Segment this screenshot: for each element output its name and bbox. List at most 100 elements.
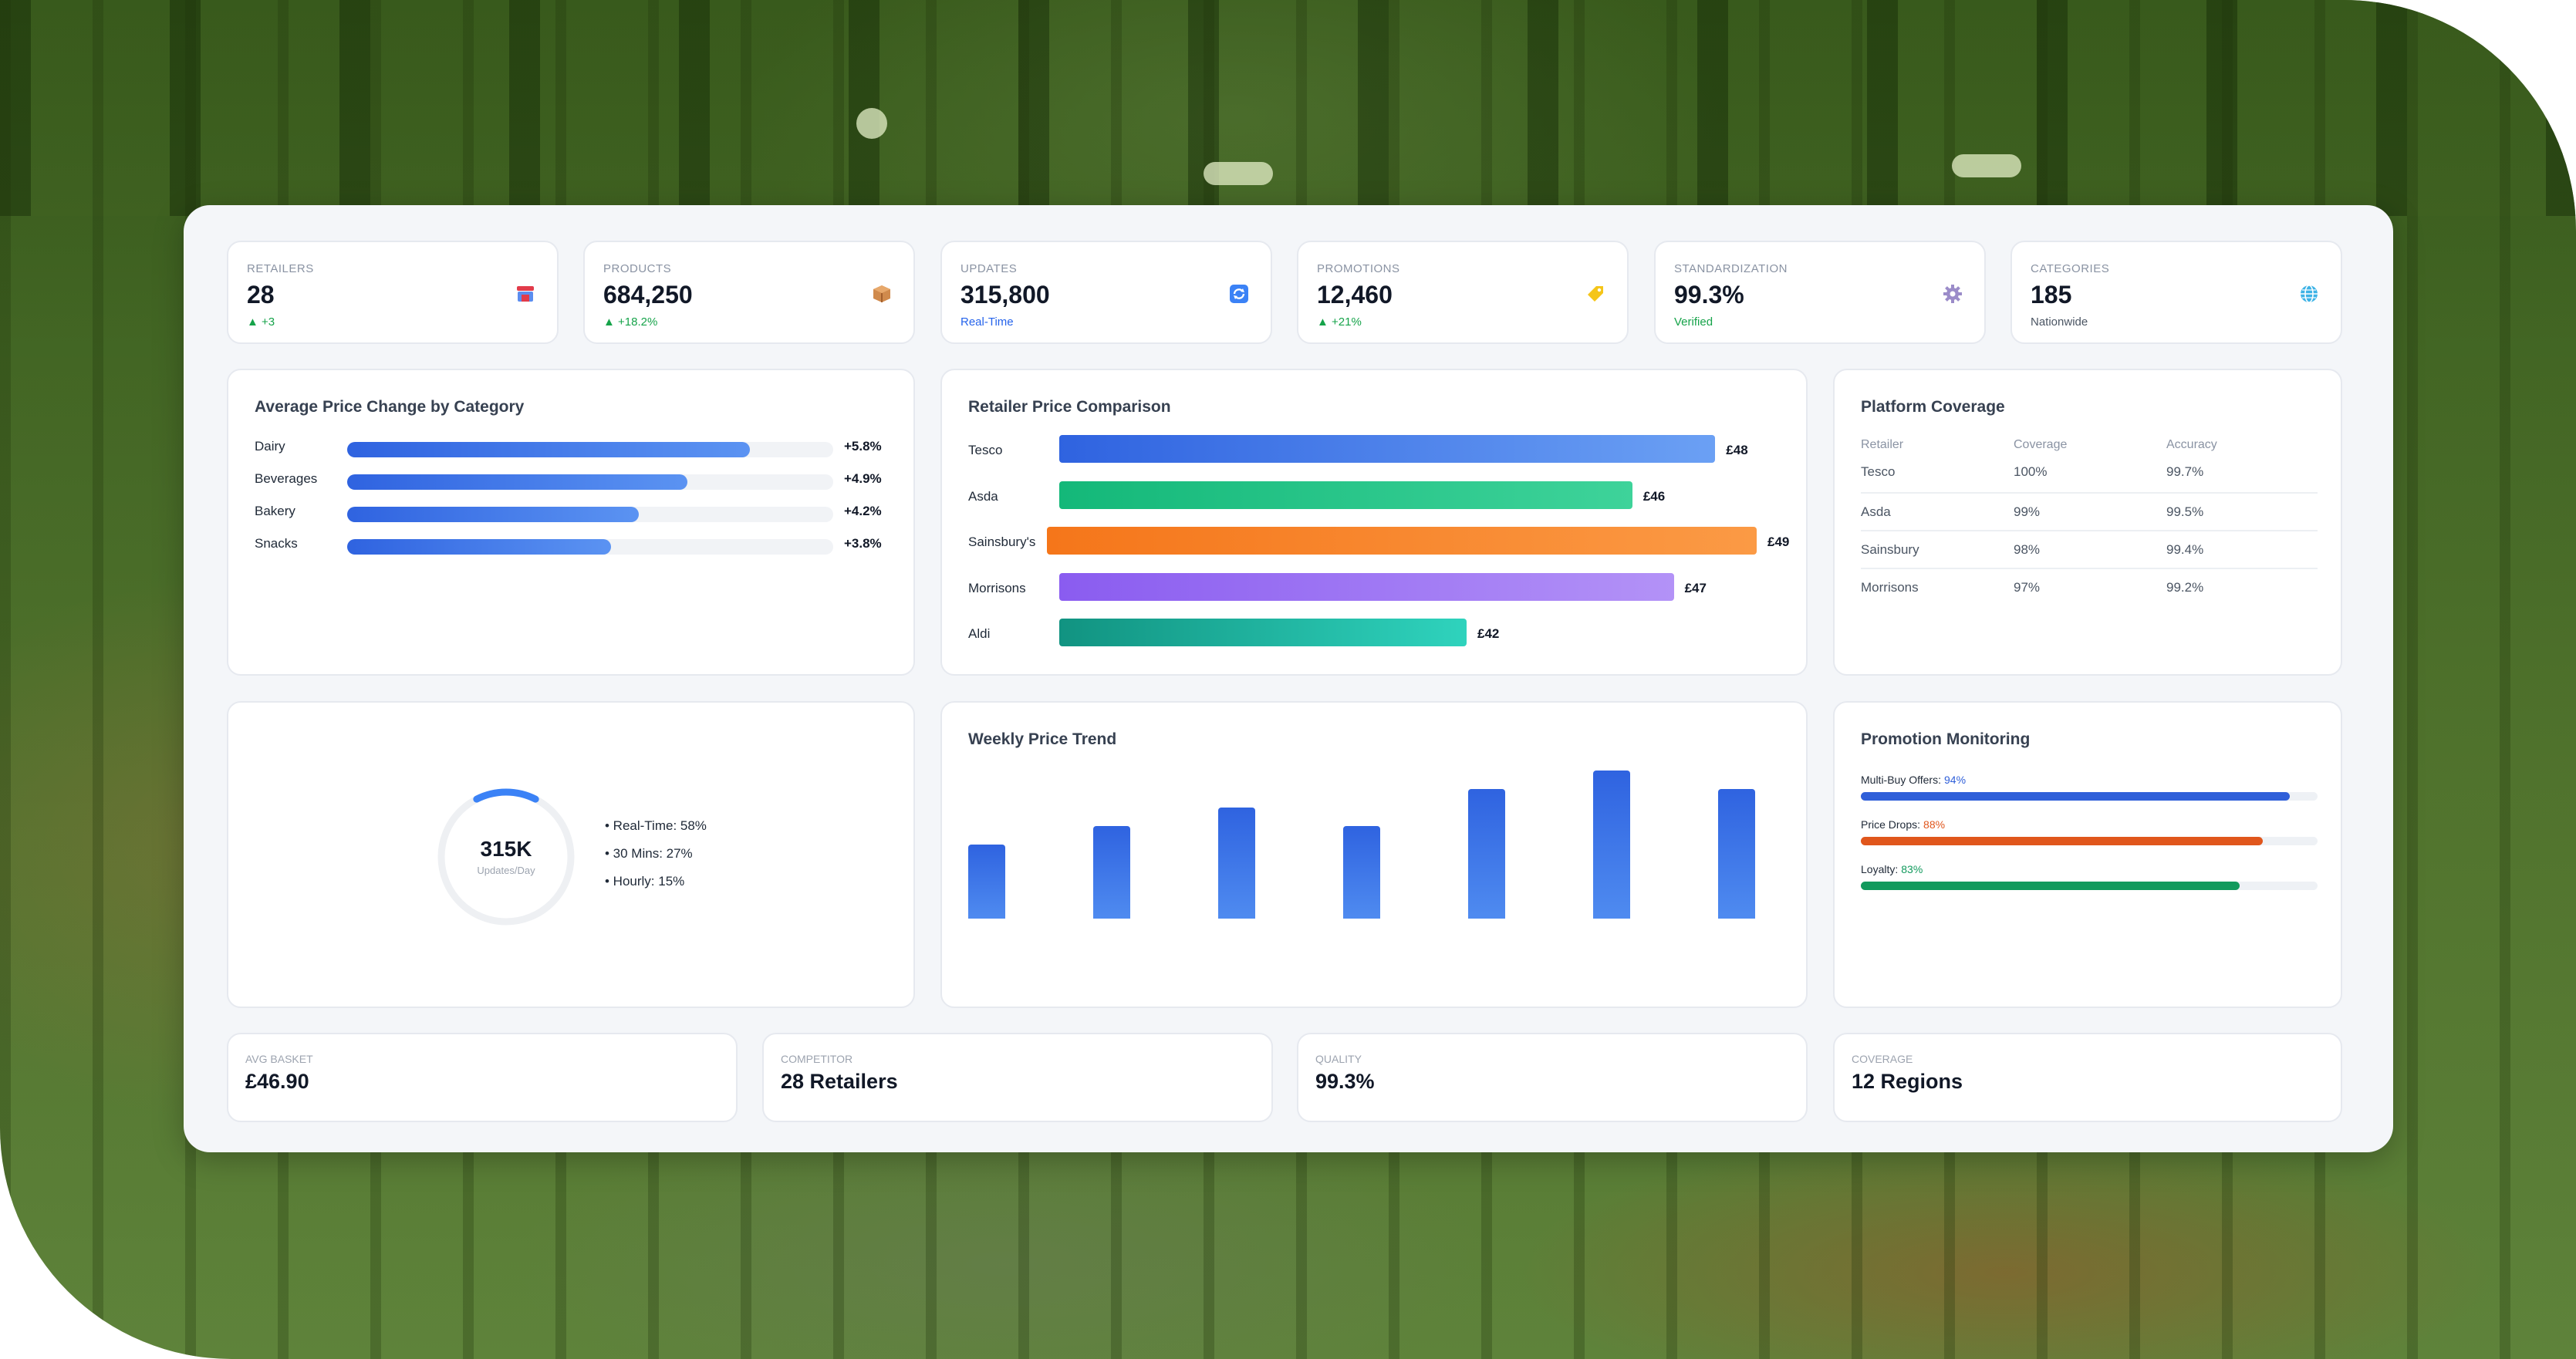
table-cell: 98% bbox=[2014, 542, 2041, 557]
table-cell: 97% bbox=[2014, 580, 2041, 595]
table-cell: 100% bbox=[2014, 464, 2048, 479]
table-cell: 99% bbox=[2014, 504, 2041, 519]
stat-label: RETAILERS bbox=[247, 262, 314, 275]
store-icon bbox=[514, 282, 537, 305]
category-value: +5.8% bbox=[844, 439, 882, 454]
retailer-row: Sainsbury's £49 bbox=[968, 527, 1789, 558]
promotion-label-value: 83% bbox=[1901, 863, 1923, 875]
card-title: Retailer Price Comparison bbox=[968, 398, 1171, 416]
retailer-bar bbox=[1047, 527, 1757, 555]
stat-value: 28 bbox=[247, 281, 275, 309]
promotion-row: Price Drops: 88% bbox=[1861, 818, 2318, 849]
coverage-table: Retailer Coverage Accuracy Tesco 100% 99… bbox=[1861, 438, 2318, 607]
table-cell: Tesco bbox=[1861, 464, 1896, 479]
card-title: Platform Coverage bbox=[1861, 398, 2005, 416]
table-row: Tesco 100% 99.7% bbox=[1861, 460, 2318, 494]
category-name: Dairy bbox=[255, 439, 285, 454]
category-value: +4.2% bbox=[844, 504, 882, 518]
retailer-price: £42 bbox=[1477, 626, 1500, 641]
platform-coverage-card: Platform Coverage Retailer Coverage Accu… bbox=[1833, 369, 2342, 676]
table-header-cell: Coverage bbox=[2014, 438, 2068, 451]
weekly-bar bbox=[1218, 808, 1255, 919]
summary-label: QUALITY bbox=[1315, 1053, 1362, 1065]
category-bar-track bbox=[347, 539, 833, 555]
retailer-row: Tesco £48 bbox=[968, 435, 1778, 466]
promotion-bar bbox=[1861, 837, 2263, 845]
stat-sub: ▲ +3 bbox=[247, 315, 275, 329]
card-title: Weekly Price Trend bbox=[968, 730, 1117, 748]
summary-label: AVG BASKET bbox=[245, 1053, 313, 1065]
stat-value: 185 bbox=[2031, 281, 2072, 309]
avg-price-change-card: Average Price Change by Category Dairy +5… bbox=[227, 369, 915, 676]
table-row: Asda 99% 99.5% bbox=[1861, 494, 2318, 531]
promotion-label-text: Loyalty: bbox=[1861, 863, 1899, 875]
table-row: Morrisons 97% 99.2% bbox=[1861, 569, 2318, 607]
promotion-label-value: 94% bbox=[1944, 774, 1967, 786]
category-bar-track bbox=[347, 442, 833, 457]
summary-label: COMPETITOR bbox=[781, 1053, 853, 1065]
stat-label: UPDATES bbox=[961, 262, 1018, 275]
category-row: Dairy +5.8% bbox=[255, 435, 895, 458]
promotion-label-text: Multi-Buy Offers: bbox=[1861, 774, 1941, 786]
category-bar-track bbox=[347, 474, 833, 490]
stat-sub: Verified bbox=[1674, 315, 1713, 329]
dashboard-panel: RETAILERS 28 ▲ +3 PRODUCTS 684,250 ▲ +18… bbox=[184, 205, 2393, 1152]
promotion-bar bbox=[1861, 792, 2291, 801]
table-cell: Asda bbox=[1861, 504, 1891, 519]
ceiling-lamp bbox=[1952, 154, 2021, 177]
table-row: Sainsbury 98% 99.4% bbox=[1861, 531, 2318, 569]
retailer-name: Sainsbury's bbox=[968, 534, 1036, 549]
category-bar-track bbox=[347, 507, 833, 522]
retailer-name: Asda bbox=[968, 488, 998, 504]
promotion-label-value: 88% bbox=[1923, 818, 1946, 831]
gauge-value: 315K bbox=[480, 837, 532, 861]
weekly-bar bbox=[968, 845, 1005, 919]
promotion-monitoring-card: Promotion Monitoring Multi-Buy Offers: 94… bbox=[1833, 701, 2342, 1008]
promotion-label: Loyalty: 83% bbox=[1861, 863, 1923, 875]
promotion-label: Multi-Buy Offers: 94% bbox=[1861, 774, 1966, 786]
retailer-row: Asda £46 bbox=[968, 481, 1778, 512]
table-header-cell: Accuracy bbox=[2166, 438, 2217, 451]
stat-card-updates: UPDATES 315,800 Real-Time bbox=[940, 241, 1272, 344]
table-header: Retailer Coverage Accuracy bbox=[1861, 438, 2318, 460]
category-bar bbox=[347, 442, 750, 457]
promotion-bar bbox=[1861, 882, 2240, 890]
category-value: +3.8% bbox=[844, 536, 882, 551]
stat-label: PRODUCTS bbox=[603, 262, 672, 275]
category-bar bbox=[347, 507, 639, 522]
summary-card-coverage: COVERAGE 12 Regions bbox=[1833, 1033, 2342, 1122]
ceiling-lamp bbox=[856, 108, 887, 139]
table-cell: 99.4% bbox=[2166, 542, 2204, 557]
promotion-row: Loyalty: 83% bbox=[1861, 863, 2318, 894]
summary-value: £46.90 bbox=[245, 1070, 309, 1093]
card-title: Promotion Monitoring bbox=[1861, 730, 2031, 748]
retailer-bar bbox=[1059, 619, 1467, 646]
stat-value: 99.3% bbox=[1674, 281, 1744, 309]
stat-sub: ▲ +21% bbox=[1317, 315, 1362, 329]
stat-label: STANDARDIZATION bbox=[1674, 262, 1788, 275]
summary-card-competitor: COMPETITOR 28 Retailers bbox=[762, 1033, 1273, 1122]
stat-card-products: PRODUCTS 684,250 ▲ +18.2% bbox=[583, 241, 915, 344]
weekly-bar bbox=[1718, 789, 1755, 919]
stat-card-categories: CATEGORIES 185 Nationwide bbox=[2010, 241, 2342, 344]
weekly-bar bbox=[1468, 789, 1505, 919]
category-row: Beverages +4.9% bbox=[255, 467, 895, 491]
retailer-name: Aldi bbox=[968, 626, 991, 641]
summary-card-avg-basket: AVG BASKET £46.90 bbox=[227, 1033, 738, 1122]
category-value: +4.9% bbox=[844, 471, 882, 486]
promotion-bar-track bbox=[1861, 792, 2318, 801]
retailer-price: £48 bbox=[1726, 443, 1748, 457]
stat-label: PROMOTIONS bbox=[1317, 262, 1400, 275]
weekly-bar bbox=[1593, 771, 1630, 919]
table-cell: 99.7% bbox=[2166, 464, 2204, 479]
category-name: Beverages bbox=[255, 471, 318, 486]
promotion-row: Multi-Buy Offers: 94% bbox=[1861, 774, 2318, 804]
retailer-name: Tesco bbox=[968, 443, 1003, 457]
table-cell: 99.2% bbox=[2166, 580, 2204, 595]
card-title: Average Price Change by Category bbox=[255, 398, 525, 416]
promotion-bar-track bbox=[1861, 882, 2318, 890]
retailer-price: £47 bbox=[1684, 580, 1707, 595]
promotion-label-text: Price Drops: bbox=[1861, 818, 1921, 831]
stat-card-retailers: RETAILERS 28 ▲ +3 bbox=[227, 241, 559, 344]
promotion-bar-track bbox=[1861, 837, 2318, 845]
